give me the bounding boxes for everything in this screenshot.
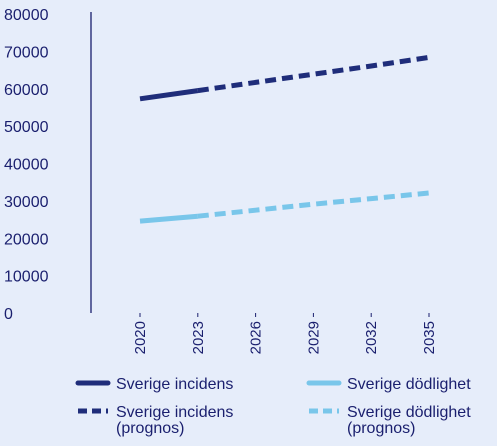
legend: Sverige incidens Sverige dödlighetSverige… xyxy=(75,376,471,437)
legend-label: (prognos) xyxy=(116,420,184,437)
y-tick-label: 0 xyxy=(4,306,13,323)
x-tick-label: 2023 xyxy=(190,321,207,354)
x-tick-label: 2029 xyxy=(305,321,322,354)
legend-label: Sverige incidens xyxy=(116,376,233,393)
x-axis: 2020 2023 2026 2029 2032 2035 xyxy=(132,313,438,354)
y-axis: 0 10000 20000 30000 40000 50000 60000 70000 8000… xyxy=(4,7,92,323)
legend-label: Sverige dödlighet xyxy=(347,376,471,393)
series-line-3 xyxy=(197,190,430,219)
legend-item: Sverige incidens(prognos) xyxy=(78,404,233,437)
legend-item: Sverige dödlighet(prognos) xyxy=(309,404,471,437)
legend-label: (prognos) xyxy=(347,420,415,437)
y-tick-label: 60000 xyxy=(4,82,49,99)
y-tick-label: 30000 xyxy=(4,194,49,211)
y-tick-label: 80000 xyxy=(4,7,49,24)
legend-item: Sverige incidens xyxy=(75,376,233,393)
x-tick-label: 2026 xyxy=(248,321,265,354)
x-tick-label: 2020 xyxy=(132,321,149,354)
series-line-1 xyxy=(197,54,430,94)
legend-item: Sverige dödlighet xyxy=(306,376,471,393)
x-tick-label: 2035 xyxy=(421,321,438,354)
legend-label: Sverige incidens xyxy=(116,404,233,421)
y-tick-label: 40000 xyxy=(4,157,49,174)
legend-label: Sverige dödlighet xyxy=(347,404,471,421)
x-tick-label: 2032 xyxy=(363,321,380,354)
series-line-2 xyxy=(139,213,199,224)
series-layer xyxy=(139,54,430,224)
y-tick-label: 10000 xyxy=(4,269,49,286)
y-tick-label: 20000 xyxy=(4,231,49,248)
y-tick-label: 50000 xyxy=(4,119,49,136)
series-line-0 xyxy=(139,88,199,102)
y-tick-label: 70000 xyxy=(4,44,49,61)
